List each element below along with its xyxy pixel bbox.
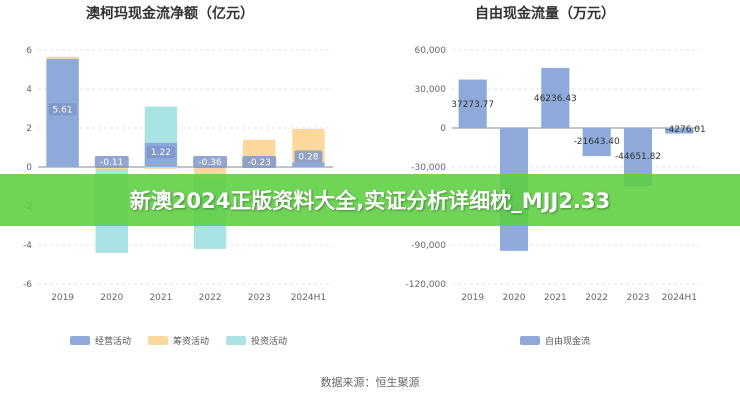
left-net-label: -0.11 [100, 158, 123, 168]
right-x-tick-label: 2019 [461, 293, 484, 303]
data-source-note: 数据来源：恒生聚源 [320, 376, 420, 389]
left-chart-title: 澳柯玛现金流净额（亿元） [86, 5, 254, 22]
left-y-tick-label: 2 [26, 124, 32, 134]
left-net-label-box [48, 103, 77, 116]
right-y-tick-label: 30,000 [415, 85, 447, 95]
left-bar [144, 167, 178, 169]
right-data-label: -4276.01 [665, 125, 705, 135]
left-x-tick-label: 2022 [199, 293, 222, 303]
promo-banner: 新澳2024正版资料大全,实证分析详细枕_MJJ2.33 [0, 174, 740, 226]
right-bar [582, 128, 611, 157]
right-y-tick-label: 0 [440, 124, 446, 134]
left-bar [46, 56, 79, 59]
right-bar [665, 128, 694, 134]
left-y-tick-label: -6 [23, 280, 32, 290]
left-net-label-box [193, 156, 228, 168]
right-y-tick-label: 60,000 [415, 46, 447, 56]
left-y-tick-label: 4 [26, 85, 32, 95]
right-bar [458, 79, 487, 128]
left-legend-swatch [70, 336, 90, 345]
right-data-label: 46236.43 [534, 94, 577, 104]
right-data-label: -44651.82 [615, 152, 661, 162]
left-net-label-box [294, 150, 323, 163]
right-legend-swatch [520, 336, 540, 345]
left-x-tick-label: 2020 [100, 293, 123, 303]
left-net-label: -0.23 [248, 158, 271, 168]
left-net-label-box [94, 156, 129, 168]
right-legend-label: 自由现金流 [545, 335, 590, 347]
left-net-label-box [146, 146, 175, 159]
left-net-label: 1.22 [151, 148, 171, 158]
right-x-tick-label: 2020 [503, 293, 526, 303]
right-x-tick-label: 2024H1 [662, 293, 697, 303]
left-y-tick-label: -4 [23, 241, 32, 251]
left-bar [144, 106, 178, 143]
right-y-tick-label: -90,000 [411, 241, 446, 251]
left-net-label: 0.28 [298, 153, 318, 163]
left-x-tick-label: 2019 [51, 293, 74, 303]
right-x-tick-label: 2021 [544, 293, 567, 303]
left-legend-label: 经营活动 [95, 335, 131, 347]
right-data-label: 37273.77 [451, 100, 494, 110]
right-x-tick-label: 2022 [585, 293, 608, 303]
right-chart-title: 自由现金流量（万元） [475, 5, 615, 22]
left-x-tick-label: 2023 [248, 293, 271, 303]
left-legend-label: 投资活动 [251, 335, 287, 347]
right-x-tick-label: 2023 [627, 293, 650, 303]
left-net-label-box [242, 156, 277, 168]
left-bar [292, 162, 325, 167]
left-legend-swatch [148, 336, 168, 345]
left-legend-swatch [226, 336, 246, 345]
right-data-label: -21643.40 [574, 137, 620, 147]
left-x-tick-label: 2021 [149, 293, 172, 303]
left-net-label: -0.36 [198, 158, 222, 168]
right-y-tick-label: -30,000 [411, 163, 446, 173]
left-legend-label: 筹资活动 [173, 335, 209, 347]
left-bar [193, 167, 227, 179]
left-x-tick-label: 2024H1 [291, 293, 326, 303]
left-y-tick-label: 0 [26, 163, 32, 173]
right-bar [541, 67, 570, 128]
right-y-tick-label: -120,000 [406, 280, 447, 290]
left-y-tick-label: 6 [26, 46, 32, 56]
left-net-label: 5.61 [53, 105, 73, 115]
